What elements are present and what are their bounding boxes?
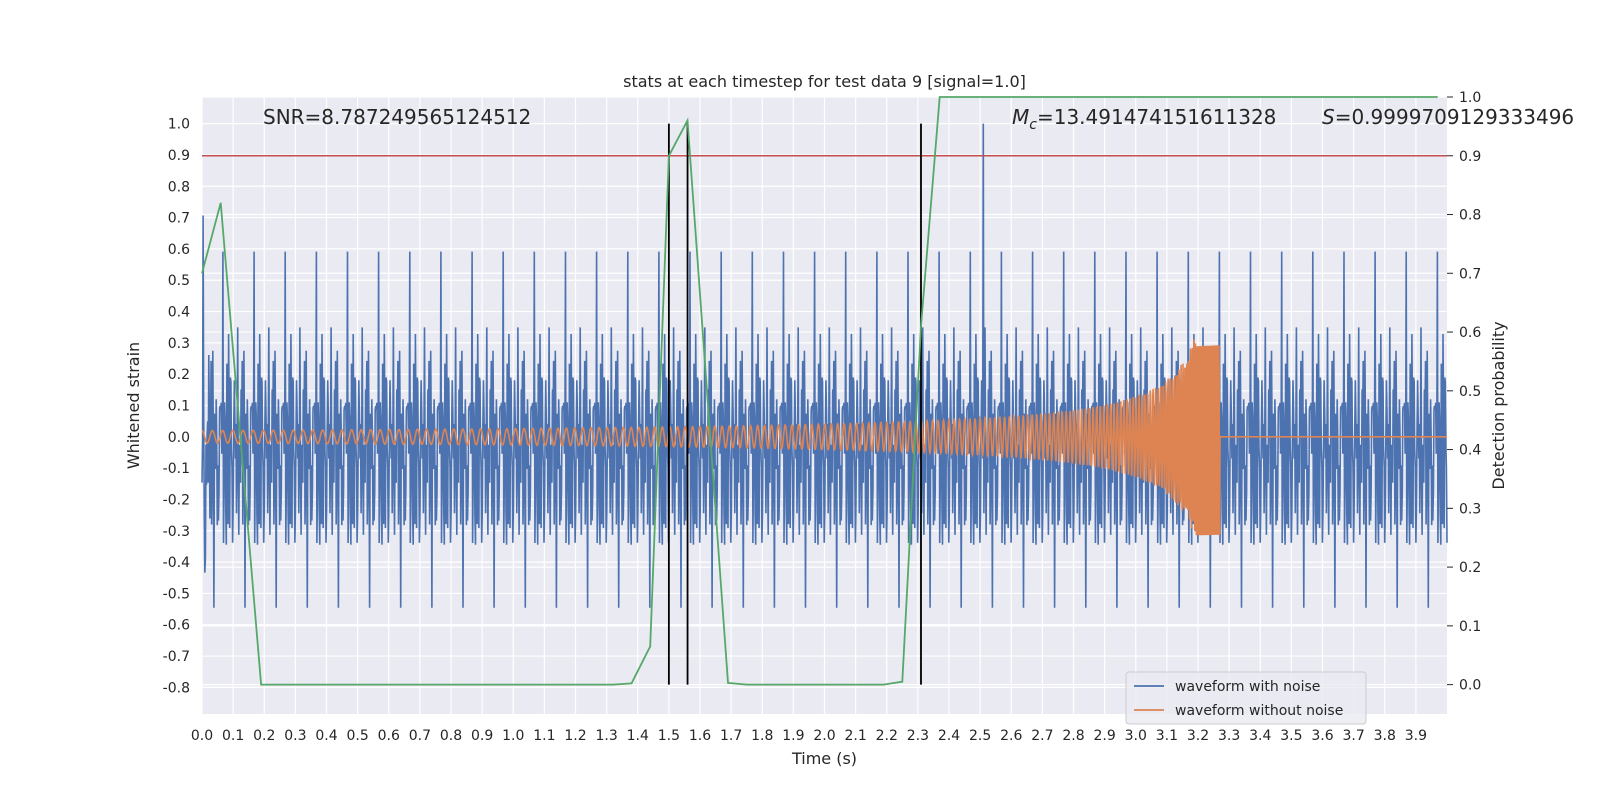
detection-probability-line — [201, 96, 1438, 686]
x-tick-label: 3.6 — [1311, 728, 1333, 744]
y-right-tick-label: 0.6 — [1459, 325, 1481, 341]
y-right-tick-label: 0.5 — [1459, 384, 1481, 400]
y-axis-right-label: Detection probability — [1489, 321, 1508, 489]
x-tick-label: 3.3 — [1218, 728, 1240, 744]
noise-waveform-line — [201, 123, 1448, 608]
y-left-tick-label: -0.6 — [163, 618, 190, 634]
score-value: =0.9999709129333496 — [1335, 105, 1574, 129]
y-left-tick-label: 0.4 — [168, 305, 190, 321]
chirp-mass-subscript: c — [1029, 117, 1037, 133]
x-tick-label: 1.3 — [595, 728, 617, 744]
y-right-tick-label: 0.8 — [1459, 208, 1481, 224]
y-left-tick-label: -0.2 — [163, 492, 190, 508]
x-tick-label: 3.7 — [1342, 728, 1364, 744]
y-left-tick-label: 0.8 — [168, 179, 190, 195]
x-tick-label: 0.5 — [346, 728, 368, 744]
y-left-tick-label: 0.1 — [168, 399, 190, 415]
x-tick-label: 2.1 — [844, 728, 866, 744]
x-tick-label: 2.2 — [876, 728, 898, 744]
y-left-tick-label: 0.9 — [168, 148, 190, 164]
x-tick-label: 0.9 — [471, 728, 493, 744]
y-left-tick-label: -0.3 — [163, 524, 190, 540]
grid — [201, 96, 1447, 714]
y-left-tick-label: -0.5 — [163, 586, 190, 602]
x-tick-label: 1.5 — [658, 728, 680, 744]
score-symbol: S — [1322, 105, 1335, 129]
x-tick-label: 2.4 — [938, 728, 960, 744]
chart-title: stats at each timestep for test data 9 [… — [623, 72, 1026, 91]
x-tick-label: 3.9 — [1405, 728, 1427, 744]
x-tick-label: 2.0 — [813, 728, 835, 744]
x-tick-label: 2.8 — [1062, 728, 1084, 744]
x-tick-label: 0.4 — [315, 728, 337, 744]
legend-label-noise: waveform with noise — [1175, 679, 1320, 695]
x-tick-label: 2.9 — [1093, 728, 1115, 744]
y-left-tick-label: 0.5 — [168, 273, 190, 289]
score-annotation: S=0.9999709129333496 — [1322, 105, 1574, 129]
legend: waveform with noise waveform without noi… — [1125, 671, 1367, 725]
x-tick-label: 3.1 — [1156, 728, 1178, 744]
chirp-mass-value: =13.491474151611328 — [1037, 105, 1276, 129]
x-tick-label: 1.9 — [782, 728, 804, 744]
y-left-tick-label: 0.3 — [168, 336, 190, 352]
clean-waveform-layer — [201, 339, 1447, 536]
y-right-tick-label: 0.9 — [1459, 149, 1481, 165]
x-tick-label: 1.6 — [689, 728, 711, 744]
x-tick-label: 3.4 — [1249, 728, 1271, 744]
y-right-tick-label: 0.4 — [1459, 443, 1481, 459]
x-tick-label: 0.1 — [222, 728, 244, 744]
x-tick-label: 3.5 — [1280, 728, 1302, 744]
noise-waveform-layer — [201, 123, 1448, 608]
x-tick-label: 3.2 — [1187, 728, 1209, 744]
chirp-mass-annotation: Mc=13.491474151611328 — [1012, 105, 1276, 133]
y-right-tick-label: 1.0 — [1459, 90, 1481, 106]
y-left-tick-label: -0.1 — [163, 461, 190, 477]
x-tick-label: 2.3 — [907, 728, 929, 744]
x-tick-label: 0.3 — [284, 728, 306, 744]
y-left-tick-label: -0.7 — [163, 649, 190, 665]
x-tick-label: 0.2 — [253, 728, 275, 744]
y-axis-left-label: Whitened strain — [124, 342, 143, 469]
chirp-mass-symbol: M — [1012, 105, 1029, 129]
x-tick-label: 1.2 — [564, 728, 586, 744]
clean-waveform-line — [201, 339, 1447, 536]
y-left-tick-label: 0.0 — [168, 430, 190, 446]
x-tick-label: 1.7 — [720, 728, 742, 744]
legend-label-clean: waveform without noise — [1175, 703, 1343, 719]
legend-box — [1125, 671, 1367, 725]
x-tick-label: 1.1 — [533, 728, 555, 744]
y-left-tick-label: 0.6 — [168, 242, 190, 258]
x-tick-label: 3.8 — [1374, 728, 1396, 744]
probability-layer — [201, 96, 1447, 686]
x-tick-label: 2.7 — [1031, 728, 1053, 744]
y-axis-right-ticks: 0.0 0.1 0.2 0.3 0.4 0.5 0.6 0.7 0.8 0.9 1.0 — [1447, 90, 1481, 694]
x-tick-label: 1.8 — [751, 728, 773, 744]
x-tick-label: 1.0 — [502, 728, 524, 744]
x-tick-label: 2.6 — [1000, 728, 1022, 744]
x-tick-label: 0.0 — [191, 728, 213, 744]
snr-annotation: SNR=8.787249565124512 — [263, 105, 531, 129]
x-tick-label: 0.7 — [409, 728, 431, 744]
y-right-tick-label: 0.2 — [1459, 560, 1481, 576]
y-left-tick-label: 1.0 — [168, 117, 190, 133]
y-left-tick-label: -0.8 — [163, 680, 190, 696]
y-axis-left-ticks: -0.8 -0.7 -0.6 -0.5 -0.4 -0.3 -0.2 -0.1 0.0 0.1 0.… — [163, 117, 190, 697]
x-tick-label: 0.8 — [440, 728, 462, 744]
y-right-tick-label: 0.3 — [1459, 501, 1481, 517]
y-right-tick-label: 0.1 — [1459, 619, 1481, 635]
x-tick-label: 3.0 — [1125, 728, 1147, 744]
x-axis-label: Time (s) — [791, 749, 857, 768]
y-left-tick-label: 0.7 — [168, 211, 190, 227]
y-left-tick-label: -0.4 — [163, 555, 190, 571]
y-left-tick-label: 0.2 — [168, 367, 190, 383]
x-axis-ticks: 0.0 0.1 0.2 0.3 0.4 0.5 0.6 0.7 0.8 0.9 1.0 1.1 1.2 1… — [191, 728, 1427, 744]
x-tick-label: 2.5 — [969, 728, 991, 744]
y-right-tick-label: 0.7 — [1459, 266, 1481, 282]
x-tick-label: 0.6 — [378, 728, 400, 744]
y-right-tick-label: 0.0 — [1459, 678, 1481, 694]
x-tick-label: 1.4 — [627, 728, 649, 744]
